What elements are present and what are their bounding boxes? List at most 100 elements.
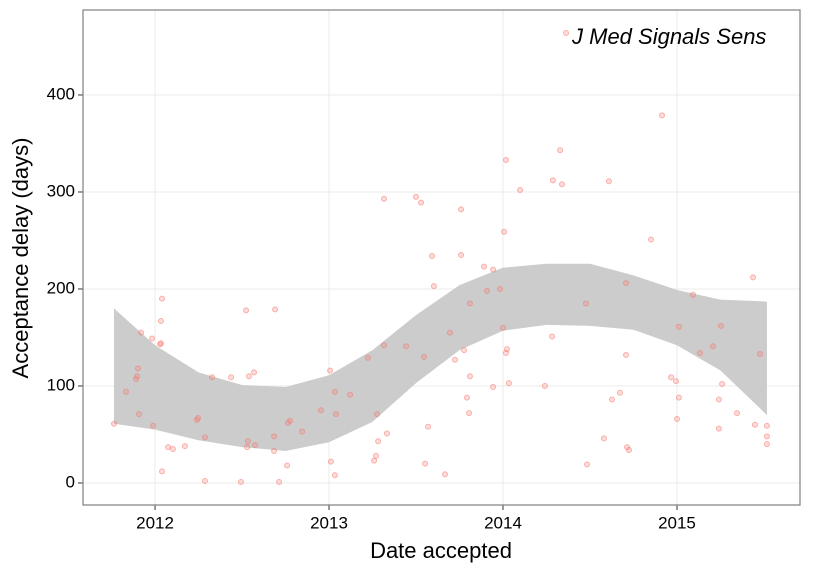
point <box>195 414 202 421</box>
point <box>245 373 252 380</box>
point <box>287 417 294 424</box>
point <box>422 460 429 467</box>
point <box>734 410 741 417</box>
point <box>209 374 216 381</box>
point <box>201 478 208 485</box>
point <box>751 421 758 428</box>
point <box>157 340 164 347</box>
point <box>149 335 156 342</box>
point <box>252 442 259 449</box>
point <box>383 430 390 437</box>
point <box>463 394 470 401</box>
point <box>299 428 306 435</box>
legend-label: J Med Signals Sens <box>571 24 766 49</box>
point <box>659 112 666 119</box>
point <box>558 181 565 188</box>
point <box>375 438 382 445</box>
point <box>549 333 556 340</box>
y-tick-label: 300 <box>47 181 75 200</box>
point <box>710 343 717 350</box>
point <box>625 447 632 453</box>
x-tick-label: 2013 <box>310 513 348 532</box>
point <box>421 353 428 360</box>
point <box>715 396 722 403</box>
point <box>517 187 524 194</box>
point <box>237 479 244 486</box>
point <box>446 329 453 336</box>
point <box>276 479 283 486</box>
point <box>501 228 508 235</box>
point <box>696 349 703 356</box>
point <box>271 433 278 440</box>
point <box>138 329 145 336</box>
point <box>201 434 208 441</box>
point <box>557 147 564 154</box>
point <box>675 394 682 401</box>
point <box>181 443 188 450</box>
point <box>136 411 143 418</box>
point <box>466 373 473 380</box>
point <box>430 283 437 290</box>
point <box>675 323 682 330</box>
point <box>284 462 291 469</box>
point <box>490 383 497 390</box>
point <box>584 461 591 468</box>
y-tick-label: 0 <box>66 472 75 491</box>
point <box>673 415 680 422</box>
point <box>371 457 378 464</box>
point <box>110 420 117 427</box>
point <box>763 433 770 440</box>
point <box>541 382 548 389</box>
point <box>327 458 334 465</box>
point <box>372 452 379 459</box>
point <box>668 374 675 381</box>
point <box>715 425 722 432</box>
point <box>500 324 507 331</box>
point <box>648 236 655 243</box>
point <box>719 381 726 388</box>
x-axis-title: Date accepted <box>370 538 512 563</box>
point <box>272 306 279 313</box>
point <box>380 195 387 202</box>
point <box>134 365 141 372</box>
point <box>418 199 425 206</box>
point <box>318 407 325 414</box>
point <box>327 367 334 374</box>
point <box>483 287 490 294</box>
x-tick-label: 2014 <box>484 513 522 532</box>
point <box>504 346 511 353</box>
point <box>158 468 165 475</box>
point <box>150 422 157 429</box>
point <box>271 447 278 454</box>
point <box>505 380 512 387</box>
confidence-band <box>113 263 767 451</box>
point <box>616 389 623 396</box>
point <box>600 435 607 442</box>
point <box>689 291 696 298</box>
legend-marker <box>563 30 569 36</box>
point <box>134 373 141 380</box>
point <box>122 388 129 395</box>
point <box>756 350 763 357</box>
point <box>243 307 250 314</box>
point <box>502 156 509 163</box>
point <box>425 423 432 430</box>
x-tick-label: 2012 <box>136 513 174 532</box>
point <box>158 295 165 302</box>
point <box>451 356 458 363</box>
point <box>364 354 371 361</box>
point <box>763 422 770 429</box>
point <box>750 274 757 281</box>
point <box>244 444 251 451</box>
y-tick-label: 100 <box>47 375 75 394</box>
point <box>165 444 172 451</box>
point <box>582 300 589 307</box>
point <box>461 347 468 354</box>
point <box>490 266 497 273</box>
point <box>331 472 338 479</box>
point <box>403 343 410 350</box>
point <box>244 438 251 445</box>
point <box>549 177 556 184</box>
y-tick-label: 200 <box>47 278 75 297</box>
